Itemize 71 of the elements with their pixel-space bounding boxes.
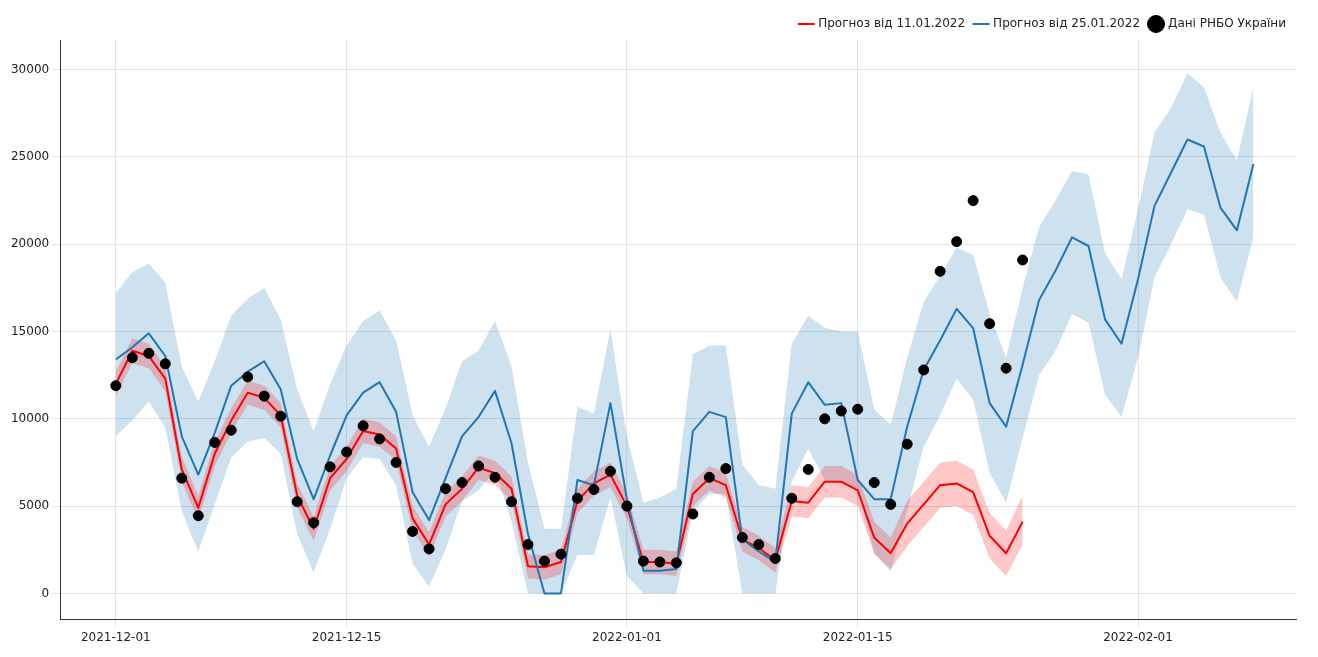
point <box>456 477 468 489</box>
point <box>126 352 138 364</box>
point <box>143 347 155 359</box>
point <box>489 471 501 483</box>
point <box>440 483 452 495</box>
legend-label: Прогноз від 11.01.2022 <box>818 16 966 31</box>
point <box>324 461 336 473</box>
point <box>901 438 913 450</box>
point <box>703 471 715 483</box>
point <box>753 539 765 551</box>
legend-label: Прогноз від 25.01.2022 <box>993 16 1141 31</box>
point <box>604 465 616 477</box>
y-tick-label: 25000 <box>10 149 50 164</box>
point <box>390 456 402 468</box>
point <box>1000 362 1012 374</box>
point <box>291 496 303 508</box>
point <box>967 195 979 207</box>
point <box>275 410 287 422</box>
point <box>934 265 946 277</box>
point <box>687 508 699 520</box>
point <box>423 543 435 555</box>
x-tick-label: 2022-01-15 <box>822 629 893 644</box>
y-tick-label: 10000 <box>10 410 50 425</box>
point <box>868 477 880 489</box>
x-tick-label: 2021-12-01 <box>80 629 151 644</box>
point <box>341 446 353 458</box>
point <box>407 525 419 537</box>
y-tick-label: 15000 <box>10 323 50 338</box>
point <box>621 500 633 512</box>
point <box>258 390 270 402</box>
y-tick-label: 0 <box>41 585 50 600</box>
point <box>159 358 171 370</box>
point <box>1017 254 1029 266</box>
point <box>819 413 831 425</box>
point <box>654 556 666 568</box>
point <box>225 424 237 436</box>
y-tick-label: 5000 <box>18 498 50 513</box>
point <box>209 436 221 448</box>
point <box>951 236 963 248</box>
point <box>637 555 649 567</box>
point <box>736 532 748 544</box>
point <box>308 517 320 529</box>
x-tick-label: 2022-01-01 <box>592 629 662 644</box>
y-tick-label: 20000 <box>10 236 50 251</box>
point <box>720 463 732 475</box>
x-tick-label: 2022-02-01 <box>1103 629 1173 644</box>
legend-label: Дані РНБО України <box>1168 16 1286 31</box>
point <box>786 492 798 504</box>
point <box>984 318 996 330</box>
point <box>670 557 682 569</box>
y-tick-label: 30000 <box>10 61 50 76</box>
point <box>571 492 583 504</box>
point <box>802 463 814 475</box>
point <box>555 548 567 560</box>
point <box>374 433 386 445</box>
point <box>506 496 517 508</box>
point <box>176 472 188 484</box>
x-tick-label: 2021-12-15 <box>311 629 382 644</box>
point <box>242 371 254 383</box>
point <box>588 484 600 496</box>
point <box>918 364 930 376</box>
point <box>192 510 204 522</box>
point <box>357 420 369 432</box>
point <box>522 539 534 551</box>
point <box>852 403 864 415</box>
point <box>473 460 485 472</box>
point <box>538 555 550 567</box>
point <box>885 498 897 510</box>
point <box>835 405 847 417</box>
point <box>110 380 122 392</box>
point <box>769 553 781 564</box>
